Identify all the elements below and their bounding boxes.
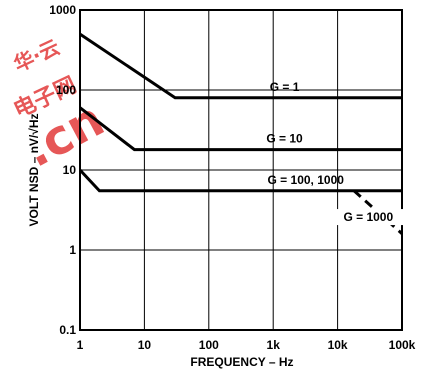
series-labels: G = 1 G = 10 G = 100, 1000 G = 1000 [266,80,405,226]
x-tick-label: 100k [389,338,416,352]
y-tick-label: 0.1 [59,323,76,337]
series-line-g-100-1000 [78,168,402,193]
y-tick-label: 10 [63,163,77,177]
y-tick-labels: 0.1 1 10 100 1000 [49,3,76,337]
y-tick-label: 1 [69,243,76,257]
x-tick-label: 10 [138,338,152,352]
watermark-cn-text: 华·云 [10,35,63,77]
watermark: 华·云 电子网 .cn [10,35,113,179]
series-line-g-10 [79,106,402,152]
series-line-g-1 [79,32,402,100]
y-tick-label: 100 [56,83,76,97]
grid-lines [80,10,402,330]
x-tick-label: 100 [199,338,219,352]
series-label: G = 100, 1000 [268,173,345,187]
x-tick-labels: 1 10 100 1k 10k 100k [77,338,416,352]
x-axis-title: FREQUENCY – Hz [190,355,293,369]
x-tick-label: 1k [267,338,281,352]
y-tick-label: 1000 [49,3,76,17]
x-tick-label: 10k [328,338,348,352]
x-tick-label: 1 [77,338,84,352]
series-lines [78,32,403,235]
plot-frame [79,9,403,331]
y-axis-title: VOLT NSD – nV/√Hz [27,113,41,226]
series-label: G = 1000 [343,210,393,224]
series-label: G = 10 [266,132,303,146]
series-label-bg [332,209,405,226]
series-label: G = 1 [270,80,300,94]
